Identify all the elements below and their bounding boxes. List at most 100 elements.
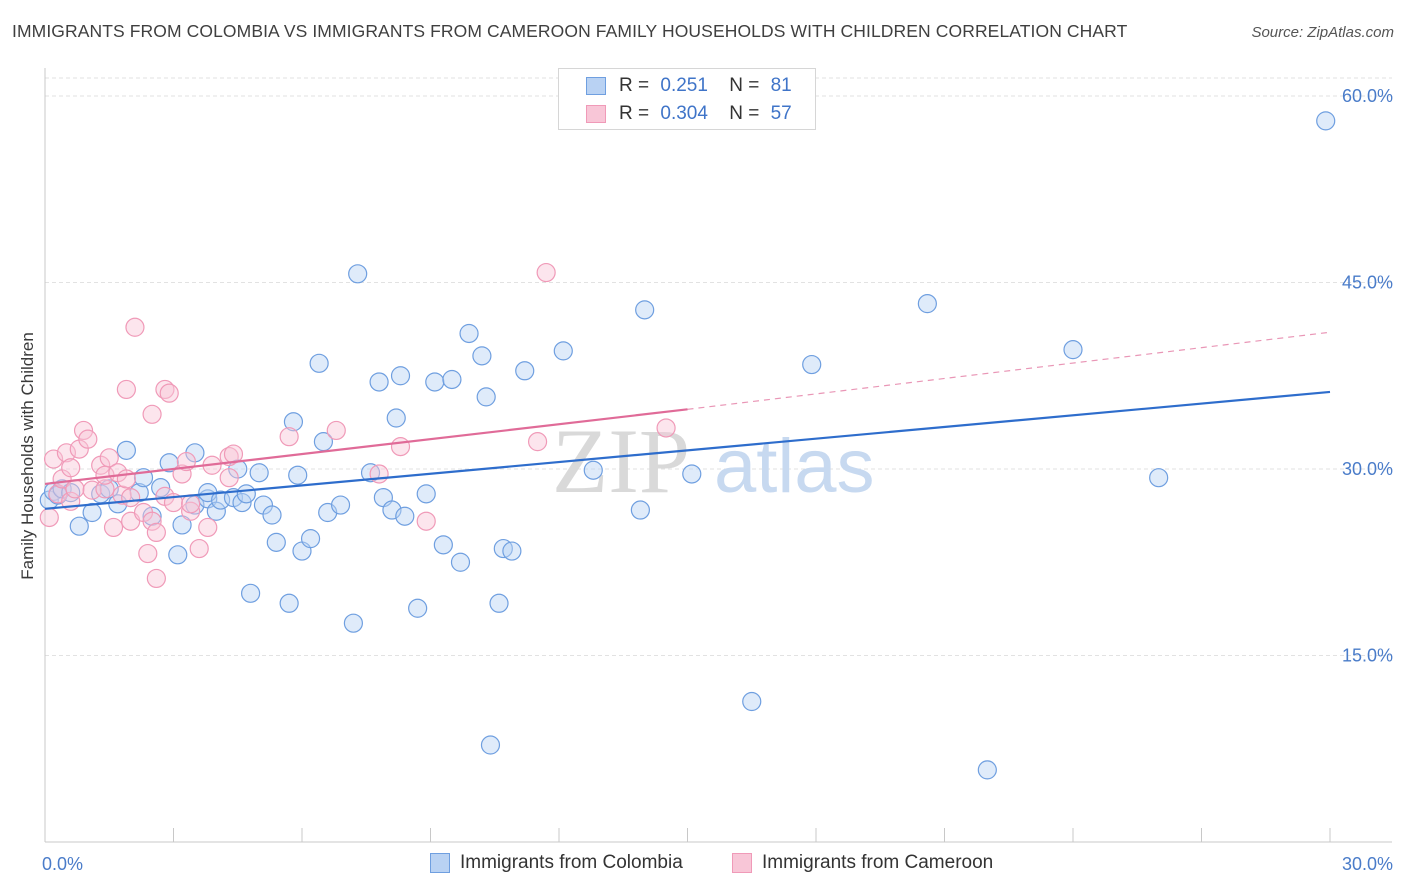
data-point [630, 500, 650, 520]
legend-r-value-cameroon: 0.304 [660, 103, 708, 124]
data-point [56, 443, 77, 463]
data-point [917, 294, 937, 314]
data-point [553, 341, 573, 361]
data-point [82, 502, 102, 523]
data-point [61, 458, 81, 478]
data-point [103, 517, 124, 538]
data-point [300, 529, 321, 549]
data-point [1149, 468, 1169, 488]
data-point [348, 264, 368, 284]
trend-line-extension [687, 331, 1331, 410]
data-point [146, 522, 166, 543]
data-point [39, 507, 59, 528]
data-point [527, 432, 548, 452]
legend-n-value-colombia: 81 [770, 75, 792, 96]
chart-title: IMMIGRANTS FROM COLOMBIA VS IMMIGRANTS F… [12, 21, 1128, 41]
grid-lines [45, 77, 1392, 656]
data-point [682, 464, 702, 484]
data-point [386, 408, 406, 428]
data-point [78, 429, 98, 449]
data-point [283, 412, 304, 432]
data-point [181, 494, 201, 514]
data-point [189, 538, 209, 559]
watermark: ZIP atlas [552, 410, 875, 512]
data-point [390, 366, 411, 386]
bottom-legend-swatch-cameroon [732, 853, 752, 873]
data-point [583, 460, 603, 480]
data-point [279, 427, 299, 447]
y-tick-label: 60.0% [1342, 86, 1393, 106]
cameroon-points [39, 262, 676, 589]
data-point [309, 353, 329, 373]
data-point [1063, 340, 1083, 360]
legend-r-value-colombia: 0.251 [660, 75, 708, 96]
data-point [159, 453, 179, 473]
y-tick-label: 15.0% [1342, 646, 1393, 666]
x-tick-label: 0.0% [42, 854, 83, 874]
legend-r-label: R = [619, 75, 650, 96]
data-point [635, 300, 655, 320]
data-point [168, 545, 188, 565]
data-point [138, 543, 158, 564]
data-point [476, 387, 496, 407]
bottom-legend-colombia: Immigrants from Colombia [430, 852, 683, 874]
data-point [425, 372, 445, 392]
data-point [262, 505, 282, 525]
correlation-legend: R = 0.251 N = 81 R = 0.304 N = 57 [558, 68, 816, 130]
data-point [472, 346, 492, 366]
data-point [142, 511, 162, 531]
data-point [288, 465, 308, 485]
data-point [416, 484, 436, 504]
data-point [206, 501, 226, 521]
data-point [146, 568, 166, 589]
data-point [395, 506, 415, 526]
data-point [73, 420, 94, 441]
legend-n-label: N = [729, 103, 760, 124]
data-point [536, 262, 556, 283]
tick-labels: 15.0% 30.0% 45.0% 60.0% 0.0% 30.0% [42, 86, 1393, 874]
trend-lines [44, 331, 1331, 510]
data-point [802, 354, 822, 375]
legend-n-value-cameroon: 57 [770, 103, 792, 124]
data-point [502, 541, 522, 561]
bottom-legend-cameroon: Immigrants from Cameroon [732, 852, 993, 874]
data-point [977, 760, 997, 780]
data-point [125, 317, 145, 337]
data-point [181, 501, 201, 521]
data-point [343, 613, 363, 633]
data-point [249, 463, 269, 483]
legend-swatch-colombia [586, 77, 606, 95]
data-point [326, 420, 346, 441]
data-point [95, 479, 115, 499]
y-tick-label: 45.0% [1342, 273, 1393, 293]
colombia-points [39, 111, 1336, 780]
data-point [99, 448, 119, 468]
data-point [480, 735, 501, 755]
data-point [198, 517, 218, 538]
data-point [450, 552, 471, 572]
data-point [236, 484, 256, 504]
data-point [459, 323, 479, 344]
data-point [742, 691, 762, 712]
bottom-legend-label-cameroon: Immigrants from Cameroon [762, 852, 994, 873]
data-point [142, 404, 162, 424]
data-point [159, 383, 179, 403]
data-point [369, 372, 389, 392]
data-point [416, 511, 436, 531]
data-point [69, 516, 89, 536]
watermark-atlas: atlas [714, 424, 875, 509]
data-point [1316, 111, 1336, 131]
x-tick-label: 30.0% [1342, 854, 1393, 874]
data-point [116, 440, 136, 460]
data-point [172, 515, 192, 535]
data-point [330, 495, 351, 515]
data-point [266, 532, 286, 552]
data-point [151, 478, 171, 498]
data-point [408, 598, 428, 618]
y-tick-label: 30.0% [1342, 459, 1393, 479]
data-point [116, 379, 136, 400]
data-point [121, 487, 141, 508]
bottom-legend-label-colombia: Immigrants from Colombia [460, 852, 683, 873]
legend-r-label: R = [619, 103, 650, 124]
